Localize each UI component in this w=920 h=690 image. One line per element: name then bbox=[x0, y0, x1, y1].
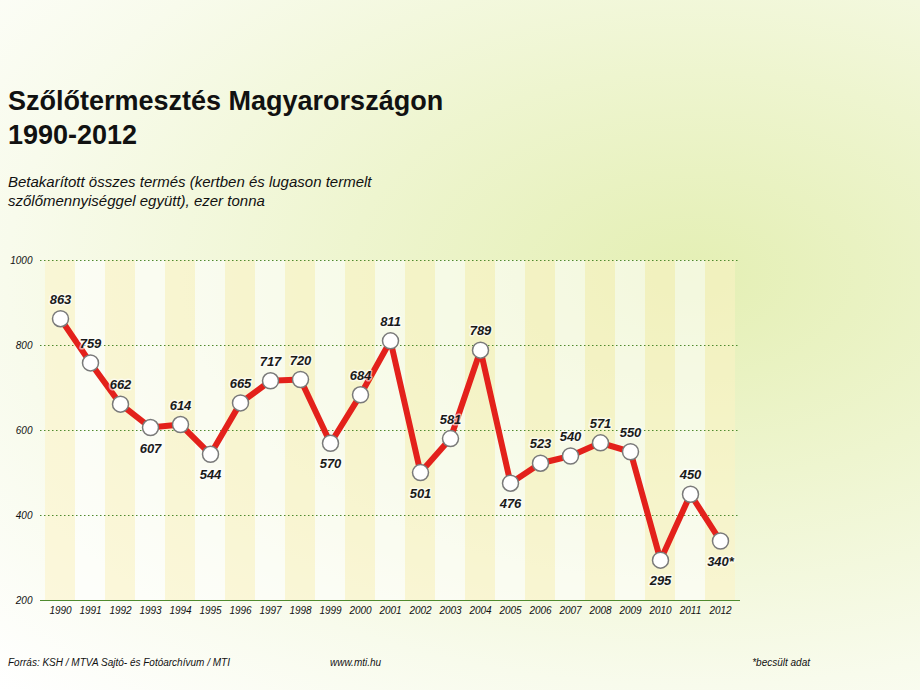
svg-text:501: 501 bbox=[410, 486, 432, 501]
html-text:Betakarított összes termés (ke: Betakarított összes termés (kertben és l… bbox=[8, 173, 372, 209]
svg-text:1993: 1993 bbox=[139, 605, 162, 616]
svg-text:2008: 2008 bbox=[588, 605, 612, 616]
svg-text:2010: 2010 bbox=[648, 605, 672, 616]
svg-text:662: 662 bbox=[110, 377, 132, 392]
svg-text:340*: 340* bbox=[707, 554, 735, 569]
svg-text:1000: 1000 bbox=[10, 255, 33, 266]
svg-text:2000: 2000 bbox=[348, 605, 372, 616]
svg-text:544: 544 bbox=[200, 467, 222, 482]
html-text:www.mti.hu: www.mti.hu bbox=[330, 657, 382, 668]
svg-text:720: 720 bbox=[290, 353, 312, 368]
svg-text:759: 759 bbox=[80, 336, 102, 351]
svg-text:2002: 2002 bbox=[408, 605, 432, 616]
svg-text:1991: 1991 bbox=[79, 605, 101, 616]
svg-text:1992: 1992 bbox=[109, 605, 132, 616]
svg-text:2005: 2005 bbox=[498, 605, 522, 616]
svg-text:200: 200 bbox=[15, 595, 33, 606]
svg-text:400: 400 bbox=[16, 510, 33, 521]
svg-text:863: 863 bbox=[50, 292, 72, 307]
svg-text:600: 600 bbox=[16, 425, 33, 436]
svg-text:717: 717 bbox=[260, 354, 282, 369]
svg-text:800: 800 bbox=[16, 340, 33, 351]
svg-text:523: 523 bbox=[530, 436, 552, 451]
svg-text:2007: 2007 bbox=[558, 605, 582, 616]
svg-text:607: 607 bbox=[140, 441, 162, 456]
svg-text:581: 581 bbox=[440, 412, 462, 427]
svg-text:2004: 2004 bbox=[468, 605, 492, 616]
svg-text:570: 570 bbox=[320, 456, 342, 471]
svg-text:1990: 1990 bbox=[49, 605, 72, 616]
svg-text:665: 665 bbox=[230, 376, 252, 391]
svg-text:684: 684 bbox=[350, 368, 372, 383]
svg-text:2001: 2001 bbox=[378, 605, 401, 616]
svg-text:1994: 1994 bbox=[169, 605, 192, 616]
svg-text:1999: 1999 bbox=[319, 605, 342, 616]
svg-text:571: 571 bbox=[590, 416, 612, 431]
html-text:*becsült adat: *becsült adat bbox=[752, 657, 810, 668]
svg-text:540: 540 bbox=[560, 429, 582, 444]
html-text:Forrás: KSH / MTVA Sajtó- és F: Forrás: KSH / MTVA Sajtó- és Fotóarchívu… bbox=[8, 657, 230, 668]
svg-text:550: 550 bbox=[620, 425, 642, 440]
svg-text:476: 476 bbox=[499, 496, 522, 511]
svg-text:1998: 1998 bbox=[289, 605, 312, 616]
svg-text:2003: 2003 bbox=[438, 605, 462, 616]
html-text:Szőlőtermesztés Magyarországon: Szőlőtermesztés Magyarországon 1990-2012 bbox=[8, 86, 444, 150]
svg-text:295: 295 bbox=[649, 573, 672, 588]
svg-text:1995: 1995 bbox=[199, 605, 222, 616]
svg-text:614: 614 bbox=[170, 398, 192, 413]
svg-text:2012: 2012 bbox=[708, 605, 732, 616]
svg-text:1996: 1996 bbox=[229, 605, 252, 616]
svg-text:2009: 2009 bbox=[618, 605, 642, 616]
svg-text:811: 811 bbox=[380, 314, 401, 329]
svg-text:1997: 1997 bbox=[259, 605, 282, 616]
svg-text:2006: 2006 bbox=[528, 605, 552, 616]
svg-text:789: 789 bbox=[470, 323, 492, 338]
svg-text:450: 450 bbox=[679, 467, 702, 482]
svg-text:2011: 2011 bbox=[679, 605, 702, 616]
